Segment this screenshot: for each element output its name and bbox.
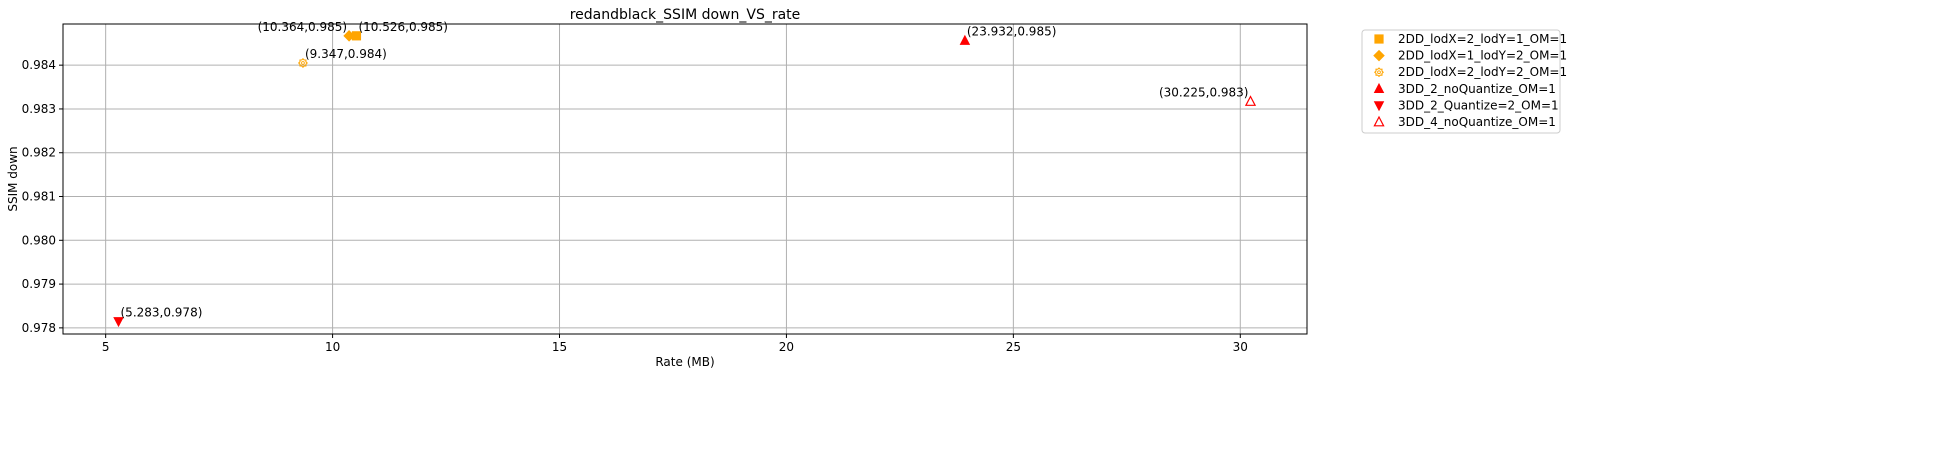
legend-marker: [1374, 34, 1384, 44]
legend-frame: [1361, 29, 1561, 134]
legend-marker: [1373, 115, 1385, 127]
legend-marker: [1373, 82, 1385, 93]
legend-label: 2DD_lodX=1_lodY=2_OM=1: [1398, 49, 1567, 63]
x-tick-label: 30: [1233, 340, 1248, 354]
x-tick-label: 25: [1006, 340, 1021, 354]
legend-label: 3DD_2_noQuantize_OM=1: [1398, 82, 1556, 96]
data-point: [297, 57, 308, 68]
x-tick-label: 15: [552, 340, 567, 354]
x-tick-label: 10: [325, 340, 340, 354]
y-tick-label: 0.979: [22, 277, 56, 291]
plot-area: [62, 23, 1308, 335]
data-label: (23.932,0.985): [967, 25, 1057, 39]
x-tick-label: 20: [779, 340, 794, 354]
legend-marker: [1374, 67, 1384, 78]
y-tick-label: 0.982: [22, 146, 56, 160]
legend-label: 2DD_lodX=2_lodY=1_OM=1: [1398, 32, 1567, 46]
legend: 2DD_lodX=2_lodY=1_OM=1 2DD_lodX=1_lodY=2_…: [1361, 29, 1567, 134]
x-tick-label: 5: [102, 340, 110, 354]
data-point: [1244, 95, 1257, 106]
legend-label: 3DD_4_noQuantize_OM=1: [1398, 115, 1556, 129]
legend-label: 2DD_lodX=2_lodY=2_OM=1: [1398, 65, 1567, 79]
point-labels: (10.526,0.985) (10.364,0.985) (9.347,0.984…: [121, 20, 1249, 319]
data-label: (5.283,0.978): [121, 305, 203, 319]
data-point: [959, 34, 971, 45]
legend-marker: [1373, 101, 1385, 112]
legend-marker: [1373, 49, 1385, 62]
y-tick-label: 0.978: [22, 321, 56, 335]
data-point: [113, 317, 124, 328]
y-tick-label: 0.981: [22, 190, 56, 204]
data-label: (10.526,0.985): [358, 20, 448, 34]
x-axis-ticks: 5 10 15 20 25 30: [102, 334, 1248, 354]
chart-title: redandblack_SSIM down_VS_rate: [570, 7, 801, 23]
data-label: (10.364,0.985): [258, 20, 348, 34]
y-axis-ticks: 0.978 0.979 0.980 0.981 0.982 0.983 0.984: [22, 58, 63, 335]
legend-label: 3DD_2_Quantize=2_OM=1: [1398, 98, 1559, 112]
data-label: (9.347,0.984): [305, 47, 387, 61]
y-axis-label: SSIM down: [6, 146, 20, 211]
y-tick-label: 0.983: [22, 102, 56, 116]
grid: [63, 24, 1307, 334]
data-points: [113, 30, 1257, 328]
data-label: (30.225,0.983): [1159, 86, 1249, 100]
x-axis-label: Rate (MB): [655, 355, 714, 369]
data-point: [343, 30, 355, 42]
y-tick-label: 0.980: [22, 233, 56, 247]
y-tick-label: 0.984: [22, 58, 56, 72]
